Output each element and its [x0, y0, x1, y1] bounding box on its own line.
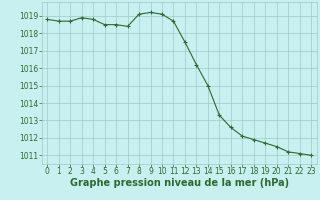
X-axis label: Graphe pression niveau de la mer (hPa): Graphe pression niveau de la mer (hPa): [70, 178, 289, 188]
